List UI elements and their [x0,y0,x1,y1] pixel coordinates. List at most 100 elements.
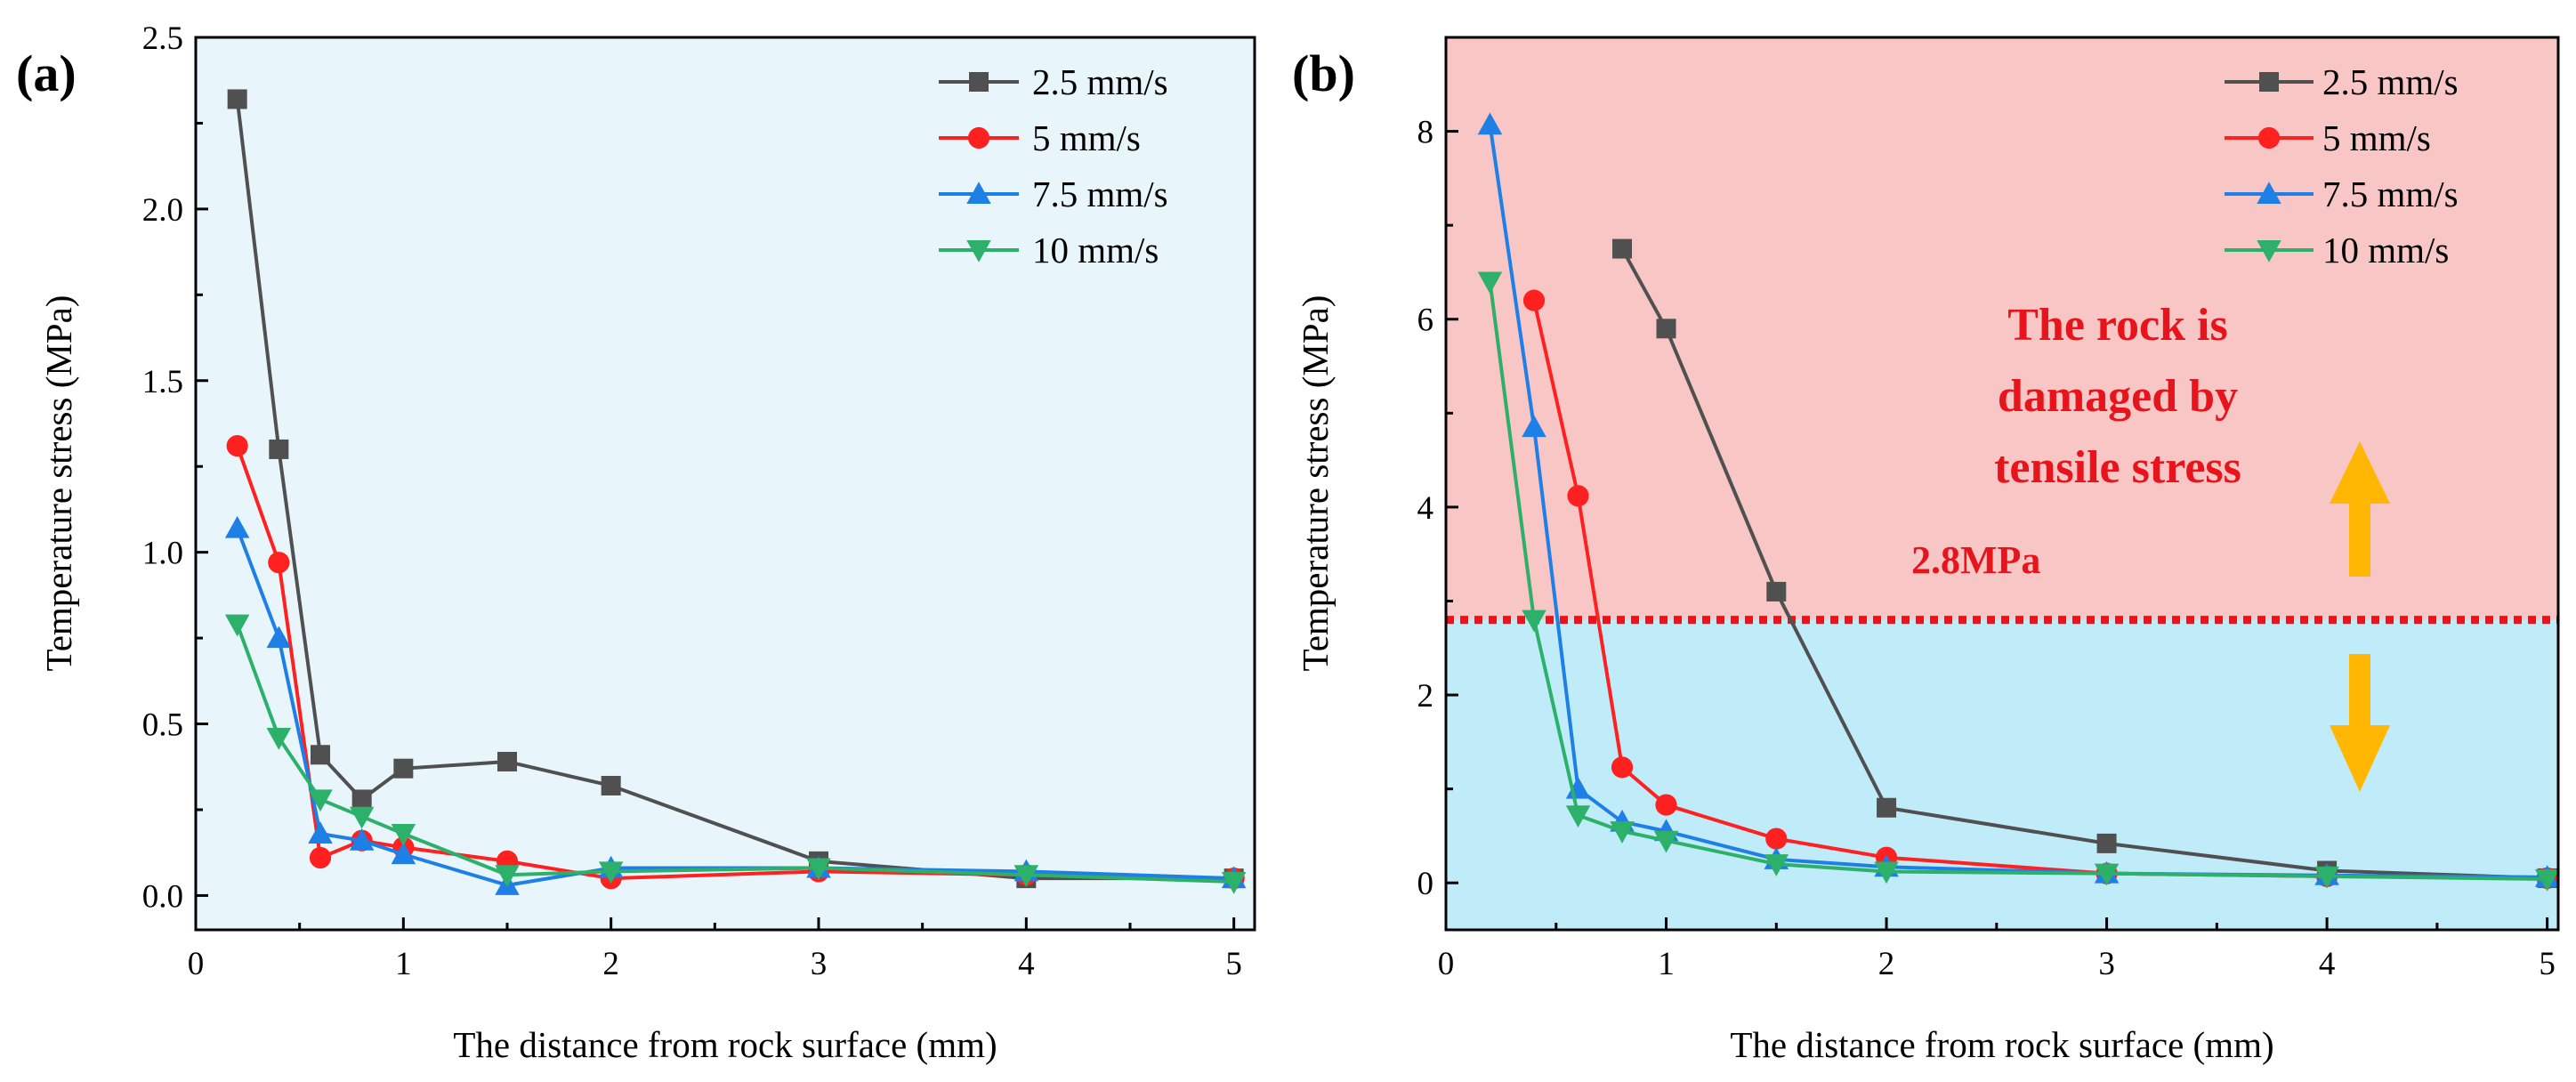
legend-swatch-marker [2257,182,2281,204]
data-point [1013,865,1039,888]
x-tick-label: 4 [1018,946,1035,982]
data-point [1766,581,1787,602]
panel-a: 0 1 2 3 4 5 0.0 0.5 1.0 1.5 2.0 2.5 (a) The distanc… [16,20,1256,1065]
data-point [1765,828,1788,850]
data-point [309,846,332,869]
data-point [1655,794,1677,816]
legend-label: 2.5 mm/s [1032,61,1168,102]
data-point [1477,112,1503,135]
threshold-label: 2.8MPa [1911,538,2040,582]
data-point [601,775,621,795]
y-tick-label: 2.0 [142,192,183,229]
legend-label: 10 mm/s [2322,230,2449,270]
damage-annotation-line-2: damaged by [1998,371,2238,422]
panel-b: 0 1 2 3 4 5 0 2 4 6 8 (b) The distance from rock s… [1292,36,2560,1065]
x-tick-label: 5 [2539,946,2556,982]
data-point [1656,319,1676,339]
data-point [268,552,290,574]
data-point [393,758,414,779]
panel-label-b: (b) [1292,44,1355,102]
up-arrow-icon [2330,441,2390,577]
data-point [1565,805,1591,828]
x-tick-label: 2 [1878,946,1895,982]
damage-zone-background [1446,37,2558,620]
data-point [497,751,517,771]
data-point [349,806,375,829]
data-point [1764,854,1789,876]
data-point [2534,868,2560,892]
y-tick-label: 1.0 [142,536,183,572]
legend-swatch-marker [2259,72,2279,92]
legend-a: 2.5 mm/s 5 mm/s 7.5 mm/s 10 mm/s [939,61,1168,270]
legend-swatch-marker [2257,240,2281,262]
x-tick-label: 5 [1225,946,1242,982]
data-point [266,727,292,750]
legend-label: 7.5 mm/s [1032,174,1168,214]
legend-label: 5 mm/s [2322,117,2431,158]
legend-swatch-marker [966,240,991,262]
legend-label: 10 mm/s [1032,230,1159,270]
data-point [224,515,250,538]
tick-layer: 0 1 2 3 4 5 0 2 4 6 8 [1417,115,2556,982]
x-tick-label: 4 [2319,946,2336,982]
y-tick-label: 8 [1417,115,1434,151]
plot-frame [194,36,1256,932]
legend-label: 5 mm/s [1032,117,1141,158]
legend-swatch-marker [967,126,990,149]
data-point [1522,289,1546,311]
x-axis-title-b: The distance from rock surface (mm) [1730,1024,2273,1065]
x-tick-label: 0 [188,946,205,982]
down-arrow-icon [2330,654,2390,792]
x-tick-label: 1 [395,946,412,982]
legend-b: 2.5 mm/s 5 mm/s 7.5 mm/s 10 mm/s [2225,61,2459,270]
damage-annotation-line-3: tensile stress [1994,442,2241,493]
data-point [598,861,624,884]
tick-layer: 0 1 2 3 4 5 0.0 0.5 1.0 1.5 2.0 2.5 [142,20,1242,982]
data-point [1877,797,1897,818]
data-point [806,858,831,881]
data-point [349,828,375,851]
data-point [308,821,333,844]
x-tick-label: 1 [1658,946,1675,982]
series-line [235,623,1234,884]
y-axis-title-a: Temperature stress (MPa) [38,295,79,672]
damage-annotation-line-1: The rock is [2007,300,2228,351]
series-layer [1477,112,2560,892]
legend-label: 7.5 mm/s [2322,174,2459,214]
data-point [1874,861,1899,884]
legend-swatch-marker [966,182,991,204]
data-point [308,789,333,812]
series-layer [224,89,1247,895]
data-point [227,89,247,109]
plot-area-background [196,37,1255,930]
x-tick-label: 0 [1438,946,1455,982]
y-tick-label: 0 [1417,866,1434,902]
data-point [391,842,416,865]
y-tick-label: 0.5 [142,707,183,744]
y-tick-label: 1.5 [142,364,183,400]
data-point [2096,833,2117,853]
y-tick-label: 6 [1417,303,1434,339]
y-tick-label: 0.0 [142,878,183,915]
data-point [266,626,292,649]
data-point [311,745,330,765]
x-tick-label: 3 [2098,946,2115,982]
plot-frame [1444,36,2560,932]
y-axis-title-b: Temperature stress (MPa) [1295,295,1336,672]
data-point [1653,830,1679,853]
safe-zone-background [1446,619,2558,930]
data-point [226,434,248,457]
data-point [224,614,250,637]
data-point [391,823,416,846]
data-point [1221,871,1247,894]
data-point [269,439,289,459]
data-point [1522,610,1546,633]
data-point [1477,271,1503,295]
x-tick-label: 2 [602,946,619,982]
y-tick-label: 2 [1417,678,1434,715]
legend-label: 2.5 mm/s [2322,61,2459,102]
y-tick-label: 2.5 [142,20,183,57]
data-point [1612,238,1633,259]
series-line [1488,281,2548,881]
